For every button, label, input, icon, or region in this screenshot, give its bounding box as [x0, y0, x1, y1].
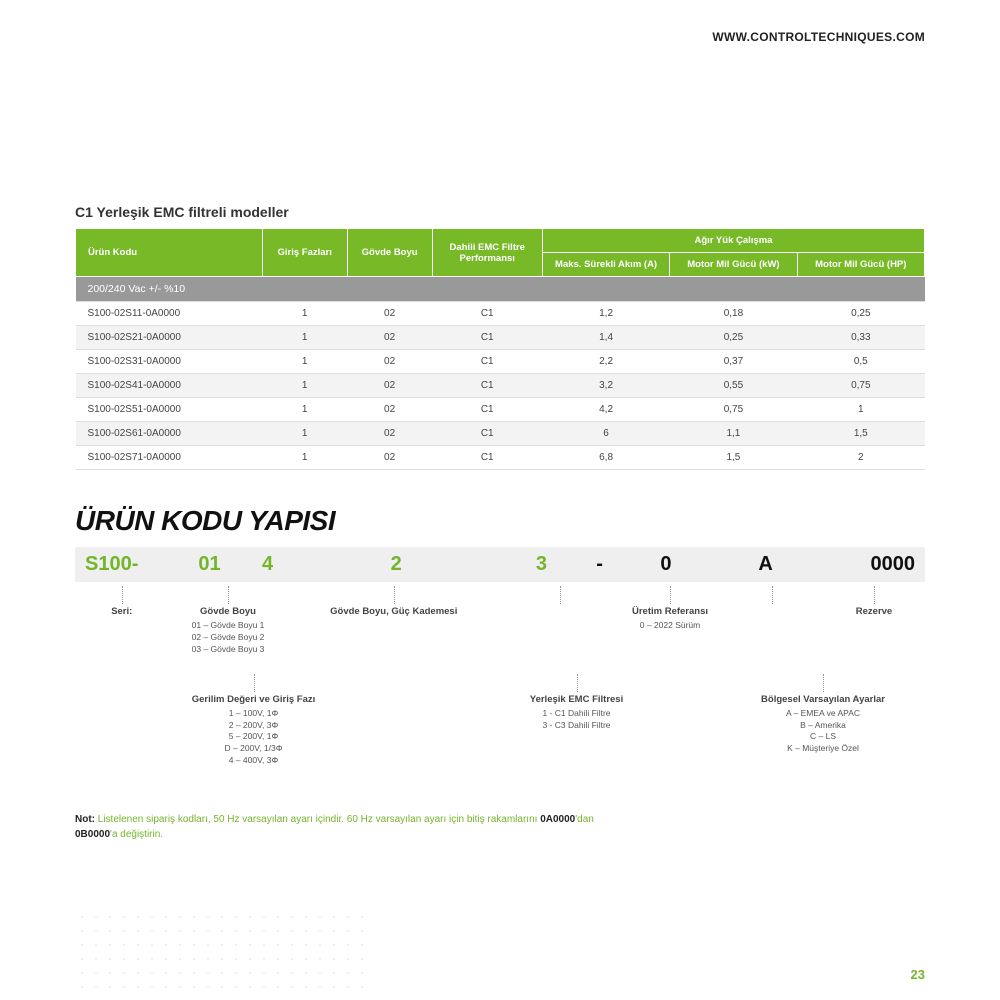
note-text2: 'dan: [575, 814, 594, 825]
table-row: S100-02S11-0A0000102C11,20,180,25: [76, 302, 925, 326]
seg-0000: 0000: [815, 553, 915, 576]
note: Not: Listelenen sipariş kodları, 50 Hz v…: [75, 812, 925, 842]
seg-s100: S100-: [85, 553, 176, 576]
label-emc: Yerleşik EMC Filtresi: [500, 694, 653, 705]
label-gerilim: Gerilim Değeri ve Giriş Fazı: [169, 694, 339, 705]
table-row: S100-02S41-0A0000102C13,20,550,75: [76, 374, 925, 398]
seg-4: 4: [243, 553, 293, 576]
page-number: 23: [911, 967, 925, 982]
dot-pattern: [75, 910, 375, 990]
seg-3: 3: [500, 553, 583, 576]
col-code: Ürün Kodu: [76, 229, 263, 277]
note-text3: 'a değiştirin.: [110, 829, 163, 840]
structure-heading: ÜRÜN KODU YAPISI: [75, 505, 925, 537]
col-kw: Motor Mil Gücü (kW): [670, 253, 797, 277]
table-row: S100-02S71-0A0000102C16,81,52: [76, 446, 925, 470]
table-body: 200/240 Vac +/- %10 S100-02S11-0A0000102…: [76, 277, 925, 470]
note-code2: 0B0000: [75, 829, 110, 840]
col-frame: Gövde Boyu: [347, 229, 432, 277]
table-row: S100-02S61-0A0000102C161,11,5: [76, 422, 925, 446]
seg-0: 0: [616, 553, 716, 576]
label-govde: Gövde Boyu: [169, 606, 288, 617]
col-current: Maks. Sürekli Akım (A): [542, 253, 669, 277]
col-hp: Motor Mil Gücü (HP): [797, 253, 924, 277]
seg-dash: -: [583, 553, 616, 576]
table-row: S100-02S51-0A0000102C14,20,751: [76, 398, 925, 422]
label-seri: Seri:: [75, 606, 169, 617]
voltage-row: 200/240 Vac +/- %10: [76, 277, 925, 302]
header-url: WWW.CONTROLTECHNIQUES.COM: [75, 30, 925, 44]
spec-table: Ürün Kodu Giriş Fazları Gövde Boyu Dahil…: [75, 228, 925, 470]
table-row: S100-02S31-0A0000102C12,20,370,5: [76, 350, 925, 374]
structure-row-1: Seri: Gövde Boyu 01 – Gövde Boyu 1 02 – …: [75, 586, 925, 656]
note-text1: Listelenen sipariş kodları, 50 Hz varsay…: [95, 814, 540, 825]
seg-A: A: [716, 553, 816, 576]
col-phases: Giriş Fazları: [262, 229, 347, 277]
structure-row-2: Gerilim Değeri ve Giriş Fazı 1 – 100V, 1…: [75, 674, 925, 767]
label-rezerve: Rezerve: [823, 606, 925, 617]
col-emc: Dahili EMC Filtre Performansı: [432, 229, 542, 277]
seg-01: 01: [176, 553, 242, 576]
label-uretim: Üretim Referansı: [619, 606, 721, 617]
code-bar: S100- 01 4 2 3 - 0 A 0000: [75, 547, 925, 582]
col-heavy-group: Ağır Yük Çalışma: [542, 229, 924, 253]
note-prefix: Not:: [75, 814, 95, 825]
label-bolge: Bölgesel Varsayılan Ayarlar: [721, 694, 925, 705]
seg-2: 2: [292, 553, 500, 576]
label-kademe: Gövde Boyu, Güç Kademesi: [288, 606, 501, 617]
table-row: S100-02S21-0A0000102C11,40,250,33: [76, 326, 925, 350]
note-code1: 0A0000: [540, 814, 575, 825]
table-title: C1 Yerleşik EMC filtreli modeller: [75, 204, 925, 220]
